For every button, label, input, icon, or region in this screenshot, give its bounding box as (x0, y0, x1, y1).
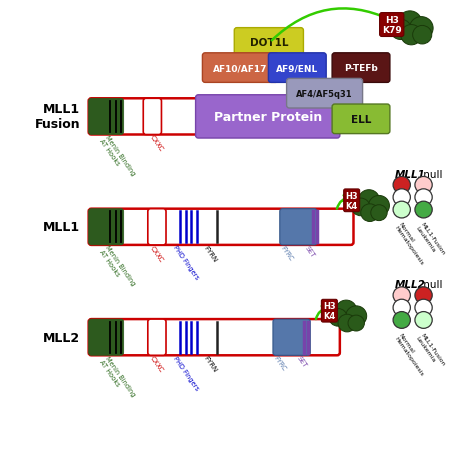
FancyBboxPatch shape (89, 319, 124, 356)
Circle shape (368, 196, 390, 216)
Text: MLL1
Fusion: MLL1 Fusion (35, 103, 80, 131)
Text: ELL: ELL (351, 115, 371, 124)
FancyBboxPatch shape (280, 209, 317, 246)
FancyBboxPatch shape (332, 54, 390, 83)
Text: PHD Fingers: PHD Fingers (172, 355, 200, 391)
Text: AF9/ENL: AF9/ENL (276, 64, 319, 73)
Circle shape (371, 205, 387, 221)
Text: MLL1: MLL1 (394, 169, 425, 179)
Circle shape (338, 314, 356, 332)
Text: AF10/AF17: AF10/AF17 (213, 64, 268, 73)
Text: Partner Protein: Partner Protein (214, 111, 322, 123)
Text: SET: SET (304, 245, 316, 258)
Text: FYRN: FYRN (202, 355, 218, 373)
FancyBboxPatch shape (268, 54, 326, 83)
Text: FYRC: FYRC (273, 355, 288, 372)
FancyBboxPatch shape (234, 28, 303, 58)
Circle shape (415, 312, 432, 329)
Text: MLL2: MLL2 (394, 280, 425, 290)
Circle shape (348, 315, 365, 331)
Circle shape (346, 306, 367, 326)
Text: AF4/AF5q31: AF4/AF5q31 (296, 90, 353, 99)
FancyBboxPatch shape (196, 95, 340, 139)
Text: MLL1-Fusion
Leukemia: MLL1-Fusion Leukemia (415, 332, 446, 369)
Text: CXXC: CXXC (149, 134, 165, 153)
Circle shape (410, 17, 433, 40)
Text: H3
K4: H3 K4 (346, 191, 358, 211)
Text: PHD Fingers: PHD Fingers (172, 245, 200, 280)
Text: null: null (420, 169, 442, 179)
Circle shape (352, 199, 370, 216)
FancyBboxPatch shape (89, 319, 340, 356)
Circle shape (393, 177, 410, 194)
FancyBboxPatch shape (148, 209, 166, 246)
FancyBboxPatch shape (89, 209, 124, 246)
Circle shape (415, 202, 432, 218)
Circle shape (415, 177, 432, 194)
Text: H3
K4: H3 K4 (323, 302, 336, 321)
FancyBboxPatch shape (273, 319, 310, 356)
Circle shape (393, 312, 410, 329)
Text: P-TEFb: P-TEFb (344, 64, 378, 73)
Text: MLL1-Fusion
Leukemia: MLL1-Fusion Leukemia (415, 222, 446, 259)
FancyBboxPatch shape (89, 99, 124, 135)
FancyBboxPatch shape (202, 54, 278, 83)
Text: Normal
Hematopoiesis: Normal Hematopoiesis (393, 222, 428, 266)
Circle shape (393, 300, 410, 316)
Circle shape (393, 202, 410, 218)
Circle shape (393, 190, 410, 206)
Circle shape (329, 309, 347, 326)
Text: FYRC: FYRC (280, 245, 294, 262)
Circle shape (415, 300, 432, 316)
Text: MLL2: MLL2 (43, 331, 80, 344)
Circle shape (398, 12, 422, 35)
Circle shape (336, 301, 356, 321)
Text: SET: SET (296, 355, 308, 368)
Text: Menin Binding
AT Hooks: Menin Binding AT Hooks (98, 355, 136, 401)
FancyBboxPatch shape (89, 209, 354, 246)
Text: FYRN: FYRN (202, 245, 218, 263)
Circle shape (413, 26, 432, 45)
Circle shape (415, 287, 432, 304)
Text: CXXC: CXXC (149, 245, 164, 263)
Text: MLL1: MLL1 (43, 221, 80, 234)
FancyBboxPatch shape (89, 99, 340, 135)
Text: CXXC: CXXC (149, 355, 164, 373)
Text: Menin Binding
AT Hooks: Menin Binding AT Hooks (98, 134, 136, 180)
Circle shape (361, 204, 379, 222)
Text: Menin Binding
AT Hooks: Menin Binding AT Hooks (98, 245, 136, 291)
FancyBboxPatch shape (332, 105, 390, 134)
Text: Normal
Hematopoiesis: Normal Hematopoiesis (393, 332, 428, 376)
FancyBboxPatch shape (143, 99, 162, 135)
Circle shape (401, 26, 422, 46)
Text: null: null (420, 280, 442, 290)
FancyBboxPatch shape (148, 319, 166, 356)
Text: DOT1L: DOT1L (250, 39, 288, 48)
FancyBboxPatch shape (287, 79, 363, 109)
Circle shape (415, 190, 432, 206)
Circle shape (391, 20, 411, 40)
Circle shape (358, 190, 379, 211)
Text: H3
K79: H3 K79 (382, 16, 401, 35)
Circle shape (393, 287, 410, 304)
